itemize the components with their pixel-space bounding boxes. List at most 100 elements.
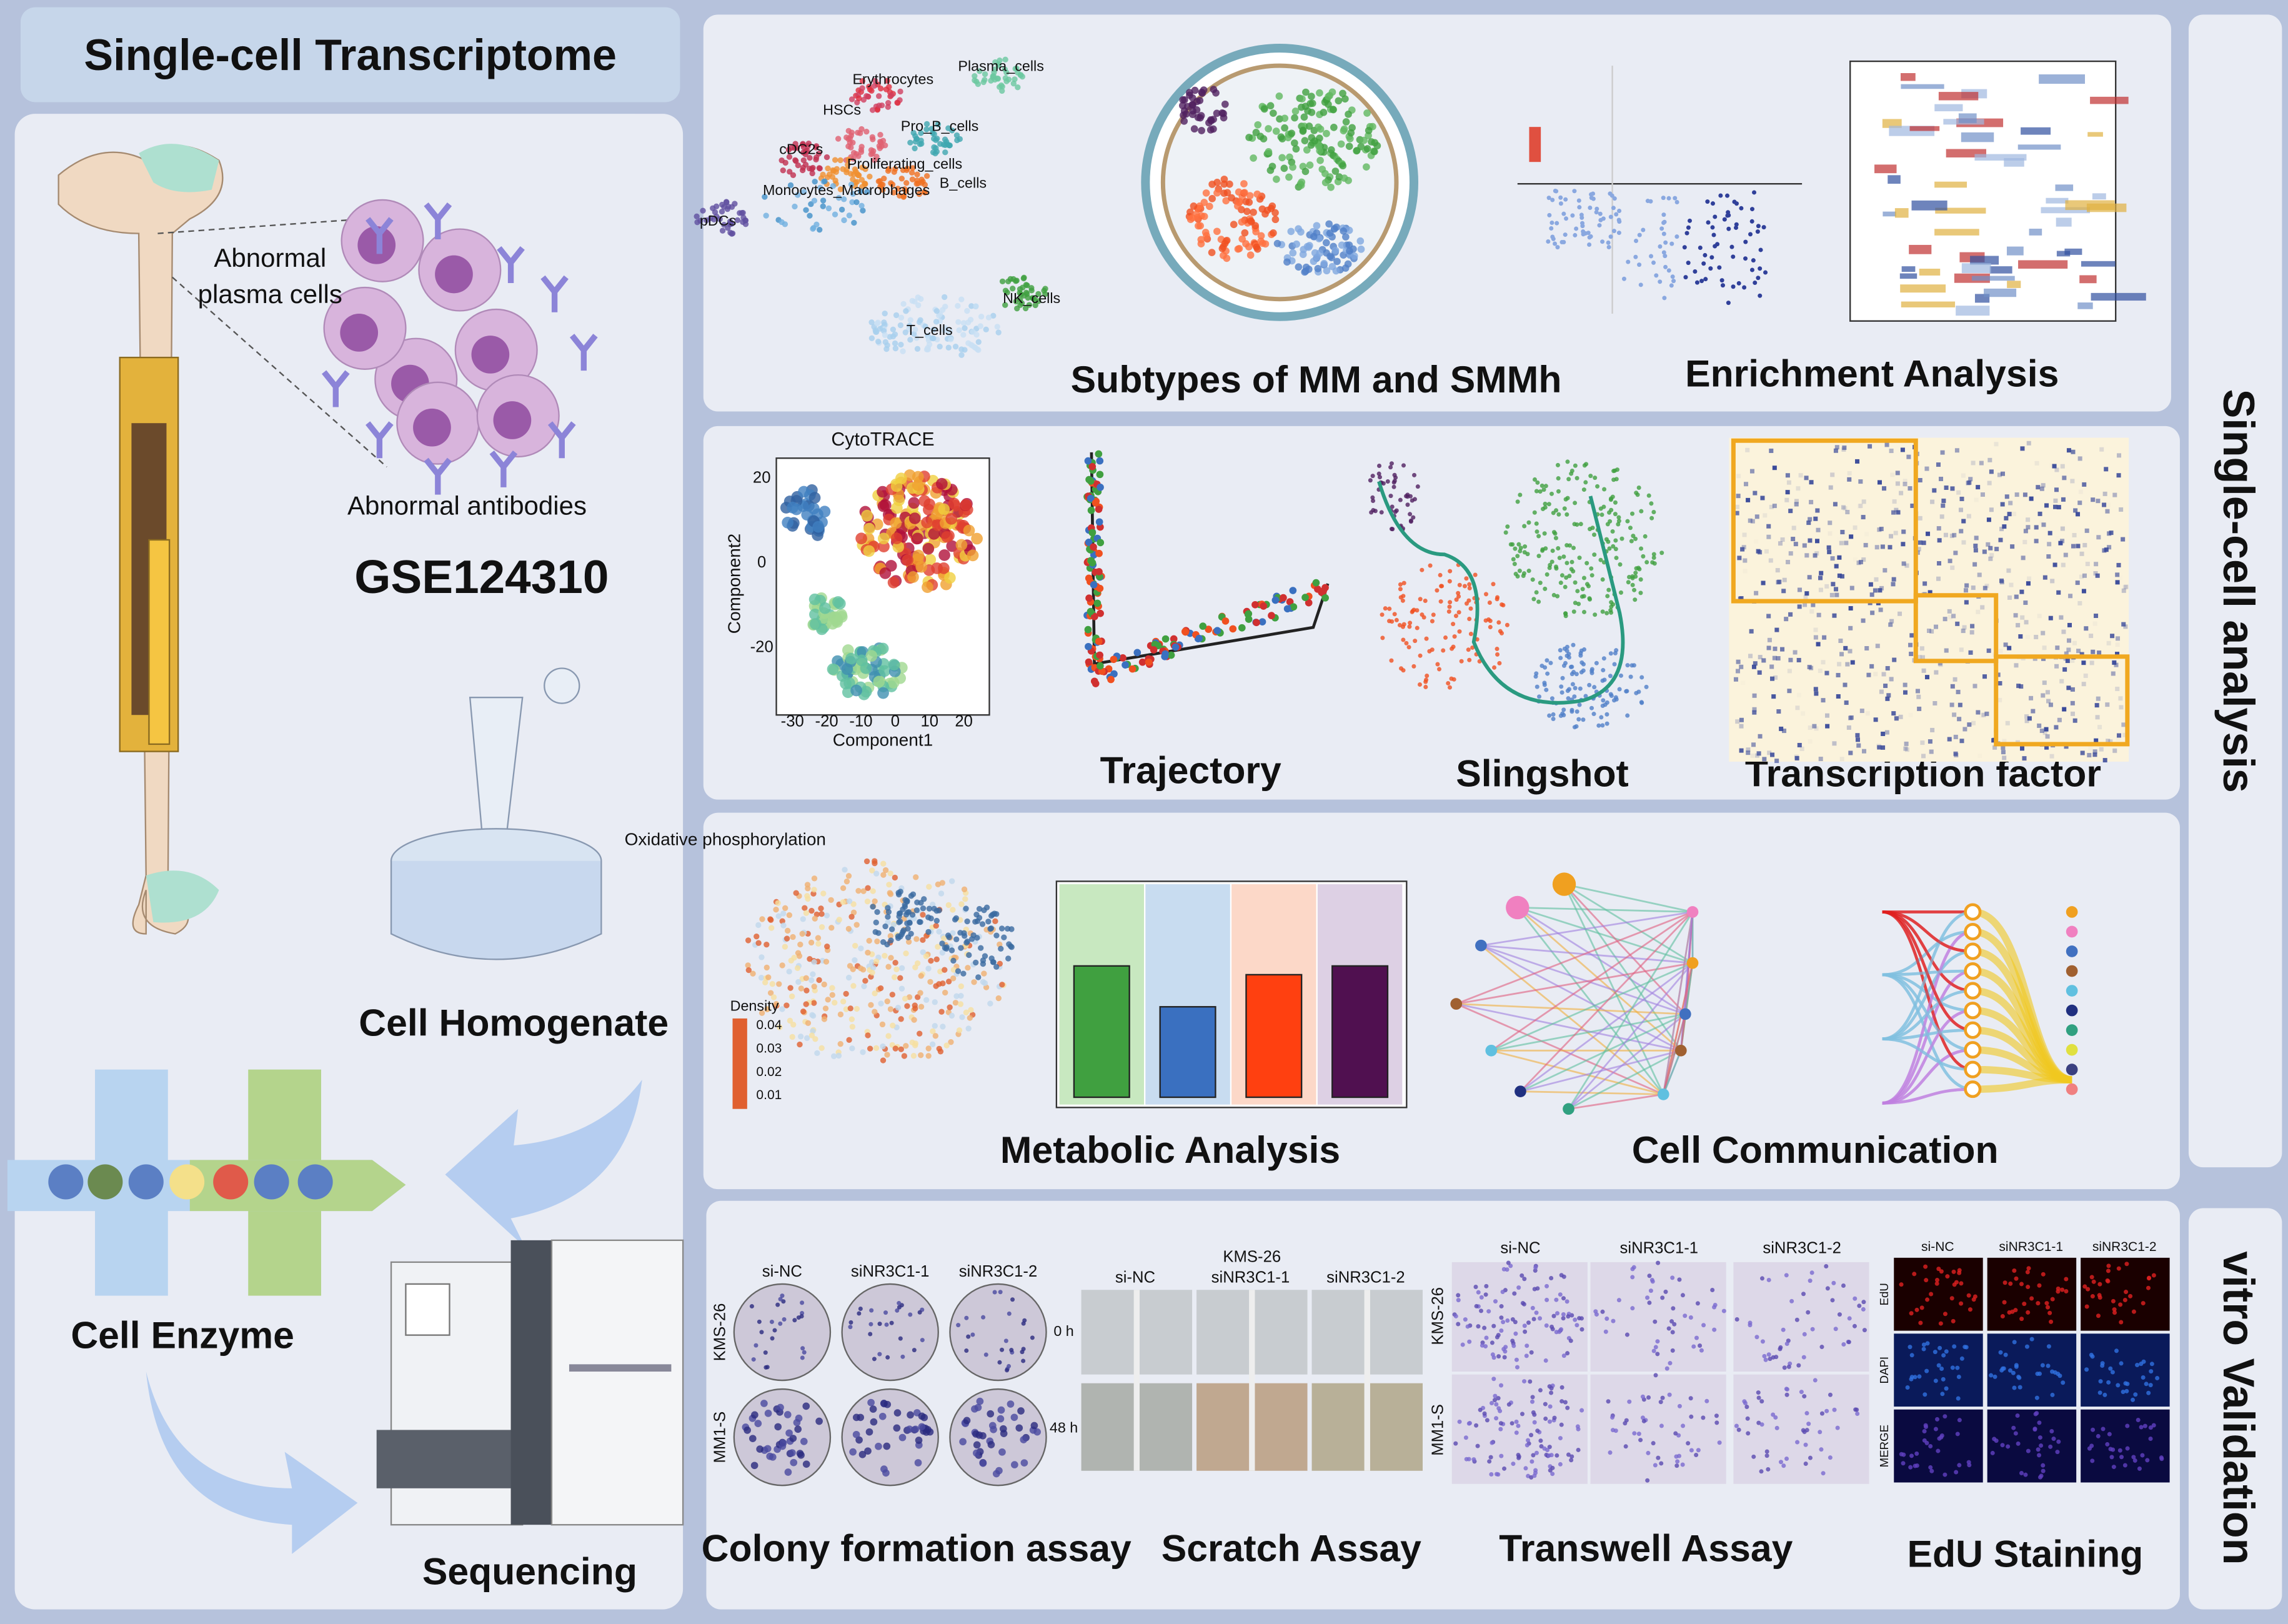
dot bbox=[1387, 606, 1392, 611]
heat-cell bbox=[2041, 630, 2046, 635]
dot bbox=[845, 873, 852, 879]
dot bbox=[1572, 189, 1577, 194]
dot bbox=[926, 884, 932, 890]
heat-cell bbox=[2042, 575, 2047, 580]
heat-cell bbox=[1920, 740, 1925, 745]
dot bbox=[1221, 100, 1229, 108]
heat-cell bbox=[2123, 624, 2128, 629]
heat-cell bbox=[1988, 545, 1993, 550]
row-label: KMS-26 bbox=[712, 1303, 729, 1362]
node bbox=[1506, 895, 1529, 920]
node bbox=[1964, 1080, 1982, 1098]
heat-cell bbox=[1861, 618, 1866, 623]
dot bbox=[1400, 598, 1405, 603]
dot bbox=[2100, 1361, 2105, 1366]
dot bbox=[1663, 1289, 1668, 1294]
dot bbox=[727, 221, 733, 227]
dot bbox=[893, 1409, 902, 1417]
heat-cell bbox=[1889, 534, 1894, 539]
dot bbox=[865, 949, 871, 956]
dot bbox=[905, 939, 912, 945]
dot bbox=[1440, 584, 1445, 589]
dot bbox=[1213, 627, 1221, 635]
heat-cell bbox=[1879, 526, 1884, 531]
heat-cell bbox=[1794, 755, 1799, 760]
dot bbox=[982, 71, 988, 77]
dot bbox=[2037, 1283, 2042, 1288]
dot bbox=[763, 212, 769, 219]
x-tick-label: -10 bbox=[849, 713, 872, 730]
dot bbox=[1340, 227, 1348, 235]
heat-cell bbox=[2006, 568, 2011, 573]
dot bbox=[1002, 56, 1008, 63]
dot bbox=[1220, 109, 1227, 117]
dot bbox=[1252, 227, 1260, 236]
dot bbox=[2014, 1276, 2019, 1281]
dot bbox=[2131, 1397, 2136, 1402]
heat-cell bbox=[1833, 502, 1838, 507]
dot bbox=[1550, 197, 1555, 202]
dot bbox=[1638, 282, 1643, 287]
heat-cell bbox=[1743, 558, 1748, 563]
heat-cell bbox=[1998, 537, 2003, 542]
heat-cell bbox=[1806, 521, 1811, 526]
dot bbox=[2082, 1284, 2087, 1289]
dot bbox=[1330, 124, 1338, 131]
dot bbox=[1107, 675, 1115, 684]
dot bbox=[1721, 1308, 1726, 1313]
heat-cell bbox=[1910, 503, 1915, 508]
dot bbox=[800, 1008, 807, 1015]
dot bbox=[1290, 603, 1298, 611]
dot bbox=[1578, 686, 1583, 691]
edge bbox=[1563, 884, 1682, 1052]
dot bbox=[965, 319, 972, 326]
heat-cell bbox=[2042, 645, 2047, 650]
dot bbox=[2026, 1310, 2031, 1315]
dot bbox=[1413, 497, 1418, 502]
dot bbox=[2091, 1427, 2096, 1432]
heat-cell bbox=[1953, 550, 1958, 555]
dot bbox=[1246, 251, 1255, 259]
dot bbox=[1495, 1472, 1500, 1477]
dot bbox=[1345, 226, 1353, 234]
heat-cell bbox=[2029, 496, 2034, 501]
dot bbox=[887, 933, 893, 939]
dot bbox=[857, 188, 864, 194]
dot bbox=[1516, 542, 1521, 547]
dot bbox=[1543, 1416, 1548, 1421]
sequencing-label: Sequencing bbox=[422, 1550, 637, 1593]
dot bbox=[2122, 1297, 2127, 1302]
word bbox=[2056, 217, 2072, 227]
dot bbox=[2052, 1370, 2057, 1375]
heat-cell bbox=[1761, 658, 1766, 663]
dot bbox=[1818, 1430, 1823, 1435]
edge bbox=[1481, 911, 1693, 947]
dot bbox=[850, 684, 862, 697]
dot bbox=[2133, 1392, 2138, 1397]
dish bbox=[733, 1283, 832, 1382]
dot bbox=[903, 1043, 909, 1049]
dot bbox=[1447, 579, 1452, 584]
dot bbox=[1251, 600, 1259, 609]
dot bbox=[1580, 224, 1585, 229]
dot bbox=[1553, 536, 1558, 541]
dot bbox=[1299, 127, 1307, 135]
dot bbox=[888, 659, 900, 671]
dot bbox=[867, 1398, 875, 1407]
heat-cell bbox=[2010, 544, 2015, 549]
dot bbox=[918, 1423, 926, 1431]
dot bbox=[1496, 1396, 1501, 1401]
dot bbox=[992, 918, 998, 924]
dot bbox=[842, 867, 848, 873]
dot bbox=[2056, 1439, 2061, 1444]
dot bbox=[1654, 273, 1659, 278]
dot bbox=[933, 307, 940, 314]
dot bbox=[803, 1035, 810, 1041]
dot bbox=[1451, 622, 1456, 627]
heat-cell bbox=[2094, 614, 2099, 619]
dot bbox=[1925, 1297, 1930, 1302]
dot bbox=[1277, 133, 1285, 141]
dot bbox=[902, 329, 908, 336]
dot bbox=[1781, 1463, 1786, 1468]
cytotrace-xlabel: Component1 bbox=[833, 730, 933, 750]
